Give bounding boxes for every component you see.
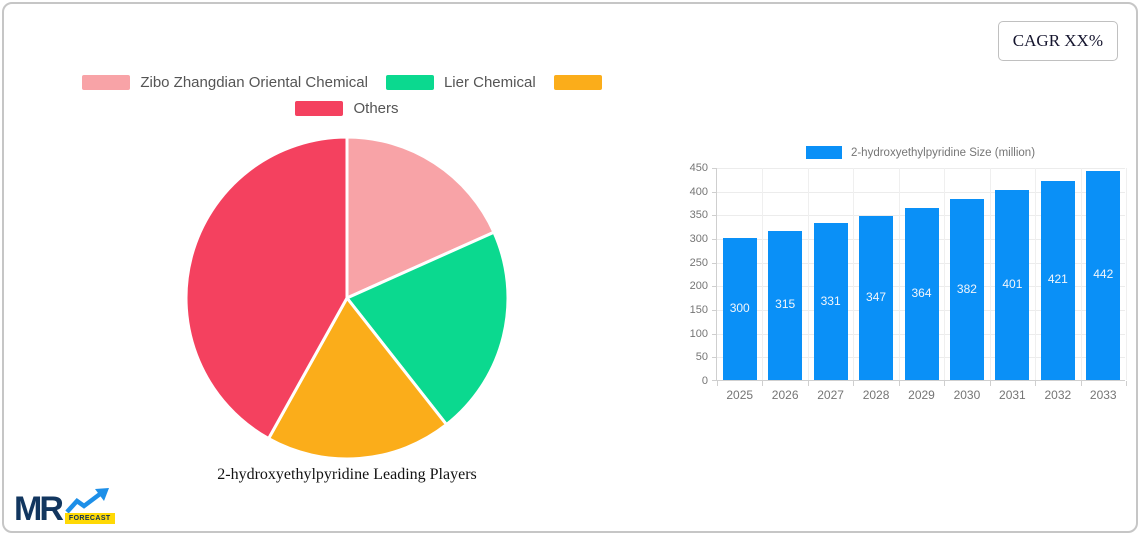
bar-chart-plot: 0 50 100 150 200 250 300 350 400 450 300 2025 315 202…	[690, 162, 1127, 402]
gridline-horizontal	[717, 191, 1125, 193]
pie-legend-item[interactable]: Zibo Zhangdian Oriental Chemical	[82, 74, 368, 91]
bar-value-label: 347	[866, 289, 887, 304]
y-axis-label: 0	[701, 375, 708, 387]
pie-legend-item[interactable]	[553, 74, 612, 91]
y-axis-tick	[712, 310, 717, 311]
bar-value-label: 364	[911, 285, 932, 300]
cagr-badge[interactable]: CAGR XX%	[997, 21, 1118, 61]
bar-value-label: 315	[775, 297, 796, 312]
y-axis-label: 50	[695, 351, 708, 364]
bar-value-label: 401	[1002, 277, 1023, 292]
gridline-vertical	[807, 168, 809, 380]
y-axis-label: 150	[689, 304, 708, 316]
bar: 315	[768, 230, 803, 380]
x-axis-label: 2027	[817, 388, 844, 402]
bar-value-label: 331	[820, 293, 841, 308]
bar-value-label: 442	[1093, 267, 1114, 282]
x-axis-label: 2033	[1089, 388, 1117, 402]
gridline-horizontal	[717, 168, 1125, 169]
x-axis-label: 2026	[771, 388, 799, 402]
gridline-vertical	[898, 168, 900, 380]
y-axis-tick	[712, 286, 717, 288]
gridline-vertical	[1126, 168, 1127, 380]
pie-legend-label: Others	[353, 100, 399, 117]
bar: 401	[995, 190, 1030, 380]
bar: 331	[813, 223, 848, 380]
y-axis-label: 200	[689, 280, 708, 293]
bar: 347	[859, 215, 894, 380]
y-axis-label: 300	[689, 233, 708, 245]
y-axis-tick	[712, 262, 717, 264]
y-axis-label: 400	[689, 185, 708, 198]
x-axis-tick	[989, 381, 991, 386]
x-axis-tick	[944, 381, 946, 386]
pie-chart-title: 2-hydroxyethylpyridine Leading Players	[217, 466, 477, 483]
pie-legend-swatch	[295, 101, 344, 116]
x-axis-tick	[717, 381, 718, 386]
y-axis-tick	[712, 191, 717, 193]
x-axis-label: 2032	[1044, 388, 1072, 402]
y-axis-tick	[712, 215, 717, 217]
pie-legend-item[interactable]: Lier Chemical	[385, 74, 536, 91]
pie-legend-swatch	[385, 75, 434, 90]
y-axis-tick	[712, 357, 717, 359]
bar-legend-swatch	[805, 146, 842, 159]
bar-value-label: 382	[956, 281, 977, 296]
y-axis-tick	[712, 239, 717, 240]
bar: 442	[1086, 170, 1121, 380]
bar-value-label: 300	[729, 301, 750, 315]
x-axis-tick	[762, 381, 764, 386]
x-axis-label: 2030	[953, 388, 981, 402]
x-axis-tick	[807, 381, 809, 386]
logo-forecast-badge: FORECAST	[64, 513, 115, 524]
pie-slice	[267, 296, 448, 461]
pie-legend-item[interactable]: Others	[295, 100, 399, 117]
gridline-vertical	[762, 168, 764, 380]
y-axis-label: 450	[689, 162, 708, 174]
y-axis-tick	[712, 333, 717, 335]
bar-value-label: 421	[1047, 272, 1068, 287]
pie-slice	[184, 135, 349, 441]
gridline-vertical	[1035, 168, 1037, 380]
x-axis-tick	[1035, 381, 1037, 386]
bar: 421	[1040, 180, 1075, 380]
trend-arrow-icon	[65, 488, 109, 514]
x-axis-tick	[1080, 381, 1082, 386]
y-axis-tick	[712, 380, 717, 381]
pie-legend: Zibo Zhangdian Oriental Chemical Lier Che…	[52, 74, 642, 117]
y-axis-label: 350	[689, 209, 708, 222]
gridline-vertical	[853, 168, 855, 380]
y-axis-tick	[712, 168, 717, 169]
gridline-vertical	[944, 168, 946, 380]
logo-text: MR	[14, 489, 64, 528]
mr-forecast-logo[interactable]: MR FORECAST	[14, 487, 115, 528]
gridline-vertical	[989, 168, 991, 380]
x-axis-tick	[853, 381, 855, 386]
x-axis-label: 2025	[726, 388, 754, 402]
pie-legend-swatch	[82, 75, 131, 90]
pie-chart	[184, 135, 510, 461]
y-axis-label: 250	[689, 256, 708, 269]
x-axis-tick	[898, 381, 900, 386]
x-axis-label: 2031	[999, 388, 1026, 402]
x-axis-tick	[1126, 381, 1127, 386]
pie-slice	[345, 135, 496, 300]
bar: 364	[904, 207, 939, 380]
bar-legend-label: 2-hydroxyethylpyridine Size (million)	[850, 146, 1036, 159]
pie-slice	[345, 230, 510, 427]
x-axis-label: 2028	[862, 388, 890, 402]
gridline-vertical	[1080, 168, 1082, 380]
bar: 382	[949, 199, 984, 380]
pie-legend-swatch	[553, 75, 602, 90]
pie-legend-label: Lier Chemical	[443, 74, 536, 91]
bar-legend[interactable]: 2-hydroxyethylpyridine Size (million)	[716, 146, 1125, 159]
y-axis-label: 100	[689, 327, 708, 340]
x-axis-label: 2029	[908, 388, 935, 402]
bar: 300	[722, 238, 757, 380]
pie-legend-label: Zibo Zhangdian Oriental Chemical	[140, 74, 368, 91]
